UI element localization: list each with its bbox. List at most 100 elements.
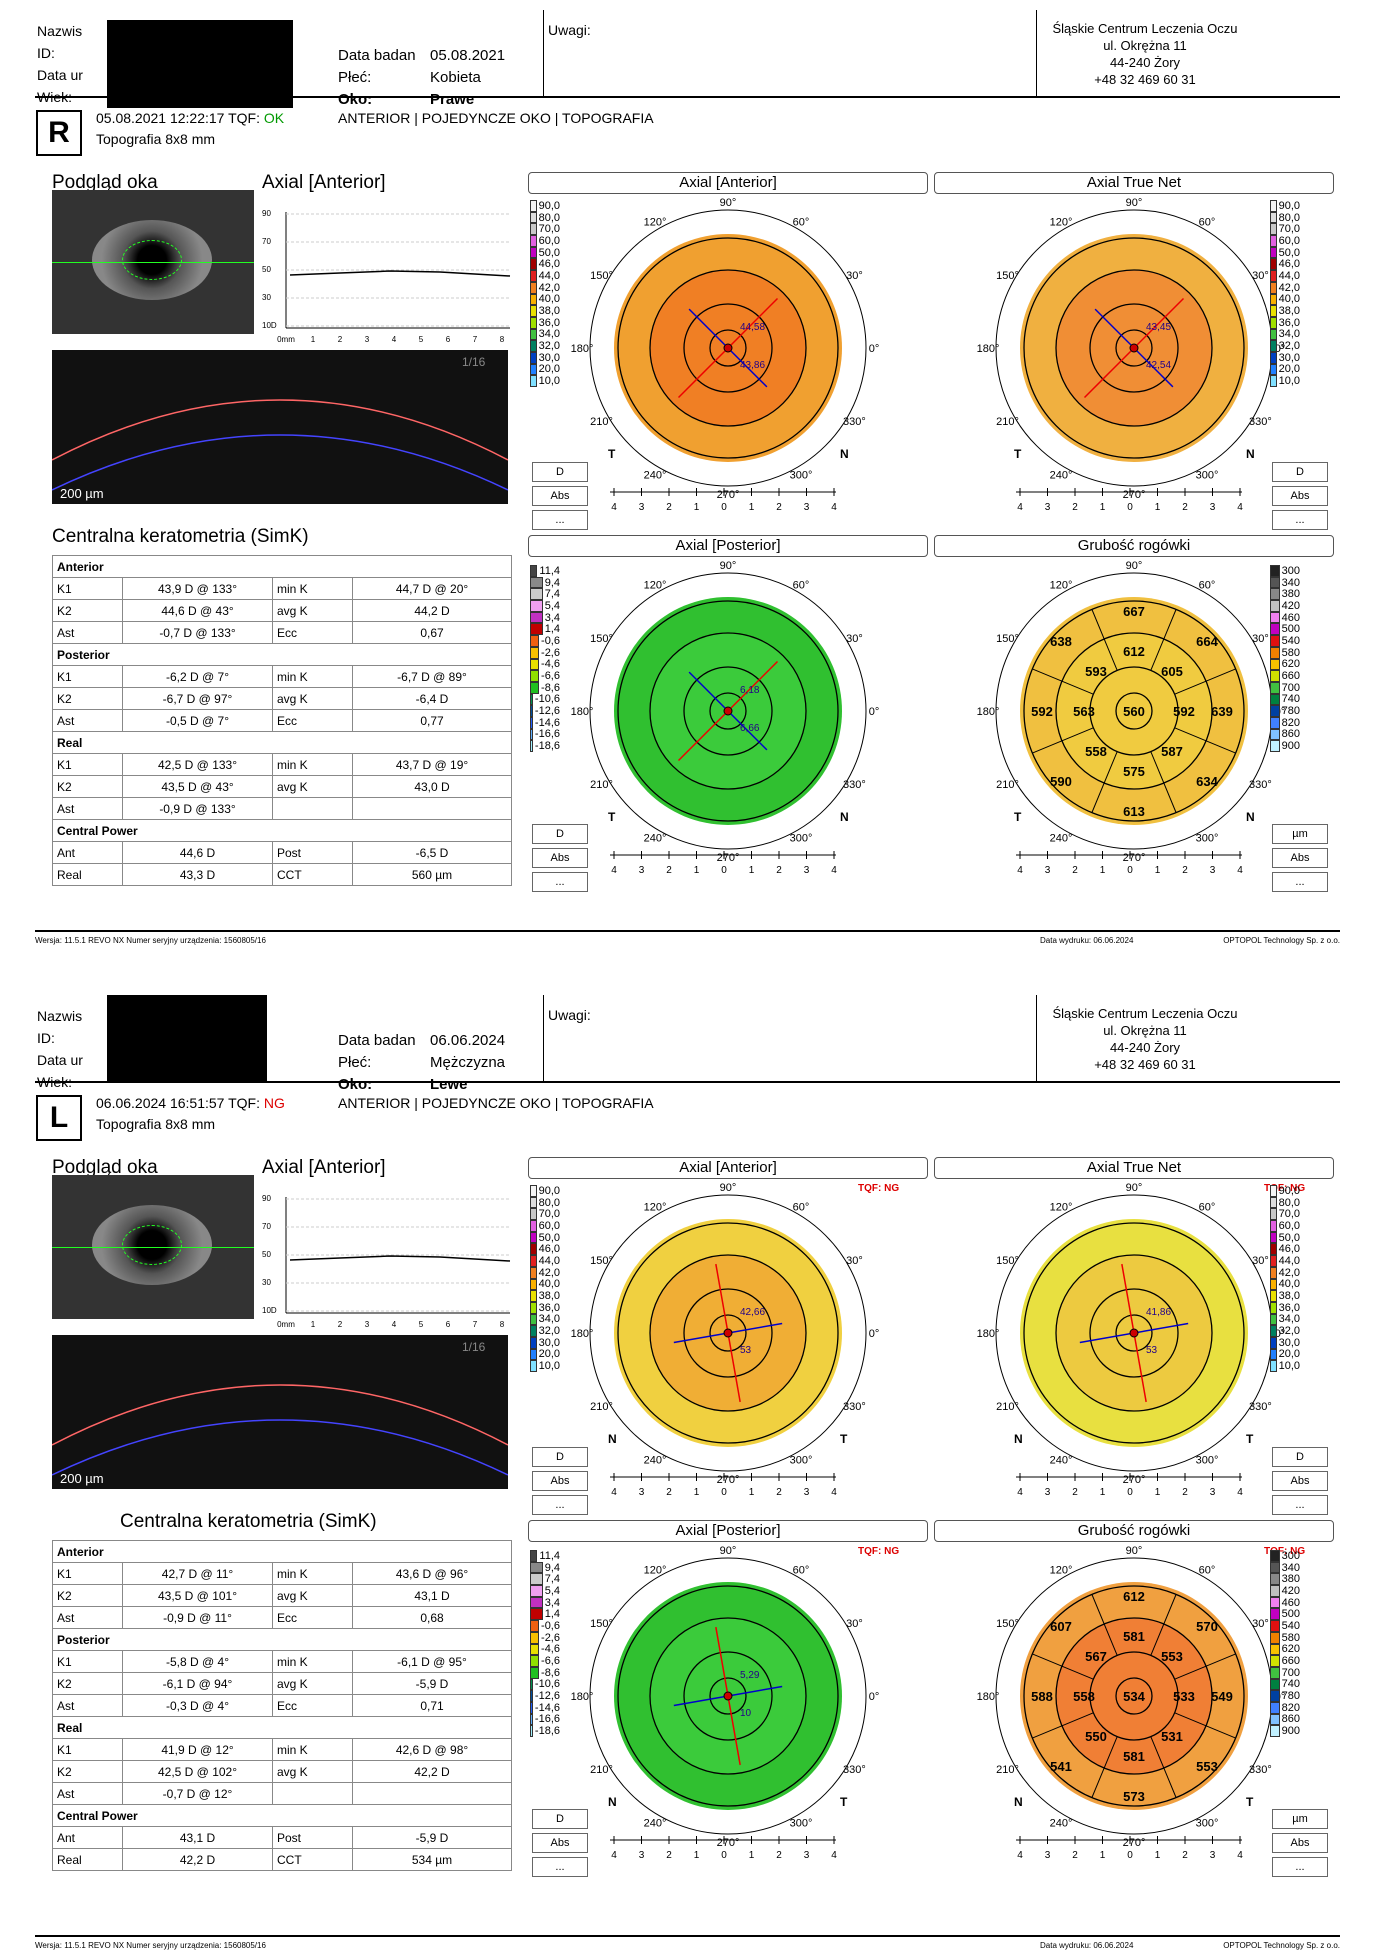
- map-option-button[interactable]: Abs: [532, 1471, 588, 1491]
- angle-label: 120°: [644, 1565, 667, 1577]
- map-option-button[interactable]: Abs: [1272, 1471, 1328, 1491]
- scale-label: 20,0: [538, 1348, 560, 1361]
- angle-label: 90°: [720, 1182, 737, 1194]
- map-option-button[interactable]: Abs: [1272, 486, 1328, 506]
- map-option-button[interactable]: ...: [532, 1495, 588, 1515]
- section-header: Central Power: [52, 819, 512, 842]
- map-option-button[interactable]: D: [1272, 462, 1328, 482]
- side-label: T: [840, 1432, 848, 1446]
- scale-label: 380: [1281, 1573, 1300, 1586]
- scale-label: 20,0: [1278, 363, 1300, 376]
- map-option-button[interactable]: Abs: [532, 1833, 588, 1853]
- scale-label: 340: [1281, 576, 1300, 589]
- scale-label: 38,0: [538, 305, 560, 318]
- scale-label: -18,6: [534, 1725, 560, 1738]
- map-option-button[interactable]: Abs: [532, 848, 588, 868]
- map-option-button[interactable]: ...: [532, 872, 588, 892]
- pachy-value: 560: [1123, 704, 1145, 719]
- scale-label: 38,0: [538, 1290, 560, 1303]
- pachy-value: 573: [1123, 1789, 1145, 1804]
- table-row: K1 43,9 D @ 133° min K 44,7 D @ 20°: [52, 577, 512, 600]
- scale-label: 300: [1281, 564, 1300, 577]
- tick-label: 1: [749, 502, 755, 513]
- tick-label: 0: [721, 1850, 727, 1861]
- map-value: 53: [740, 1345, 752, 1356]
- map-option-button[interactable]: Abs: [1272, 1833, 1328, 1853]
- axis-tick: 5: [419, 335, 424, 344]
- scan-info: 06.06.2024 16:51:57 TQF: NG Topografia 8x…: [96, 1095, 285, 1132]
- topography-map: 90° 60° 30° 0° 330° 300° 270° 240° 210° 180° 150° 1…: [977, 1545, 1286, 1861]
- scale-label: 50,0: [538, 246, 560, 259]
- tick-label: 2: [666, 865, 672, 876]
- angle-label: 120°: [1050, 580, 1073, 592]
- scale-label: 34,0: [538, 328, 560, 341]
- scale-label: 60,0: [538, 234, 560, 247]
- scale-label: 46,0: [1278, 1243, 1300, 1256]
- scale-label: -18,6: [534, 740, 560, 753]
- simk-table: Anterior K1 42,7 D @ 11° min K 43,6 D @ 96° K…: [52, 1540, 512, 1871]
- axis-tick: 3: [365, 1320, 370, 1329]
- map-option-button[interactable]: ...: [1272, 510, 1328, 530]
- angle-label: 0°: [1275, 1328, 1286, 1340]
- exam-date: 06.06.2024: [430, 1032, 506, 1049]
- report: Nazwis ID: Data ur Wiek: Data badan 06.06.20…: [0, 985, 1373, 1955]
- scale-label: 900: [1281, 740, 1300, 753]
- map-option-button[interactable]: ...: [532, 1857, 588, 1877]
- map-panel: Axial True Net TQF: NG 90° 60° 30° 0° 330° 300°…: [934, 1157, 1334, 1517]
- side-label: N: [1246, 447, 1255, 461]
- tick-label: 0: [1127, 502, 1133, 513]
- tick-label: 4: [1237, 865, 1243, 876]
- tqf-ng: TQF: NG: [1264, 1546, 1306, 1557]
- angle-label: 90°: [720, 1545, 737, 1557]
- map-option-button[interactable]: µm: [1272, 824, 1328, 844]
- scale-label: -6,6: [541, 1655, 560, 1668]
- eye-preview-image: [52, 1175, 254, 1319]
- scale-label: 30,0: [1278, 1336, 1300, 1349]
- map-option-button[interactable]: Abs: [532, 486, 588, 506]
- color-scale-axial: 90,0 80,0 70,0 60,0 50,0 46,0 44,0 42,0 40,0 38,0…: [1270, 1185, 1300, 1372]
- tick-label: 3: [639, 502, 645, 513]
- tqf-ng: TQF: NG: [1264, 1183, 1306, 1194]
- angle-label: 150°: [996, 270, 1019, 282]
- map-option-button[interactable]: D: [532, 1809, 588, 1829]
- map-option-button[interactable]: ...: [532, 510, 588, 530]
- scale-label: 60,0: [538, 1219, 560, 1232]
- map-option-button[interactable]: D: [532, 824, 588, 844]
- scale-label: 50,0: [538, 1231, 560, 1244]
- map-option-button[interactable]: D: [532, 1447, 588, 1467]
- pachy-value: 639: [1211, 704, 1233, 719]
- side-label: T: [608, 447, 616, 461]
- map-title: Axial [Posterior]: [528, 535, 928, 557]
- pachy-value: 613: [1123, 804, 1145, 819]
- topography-map: 90° 60° 30° 0° 330° 300° 270° 240° 210° 180° 150° 1…: [977, 197, 1286, 513]
- patient-labels: Nazwis ID: Data ur Wiek:: [37, 1008, 83, 1090]
- angle-label: 150°: [996, 1618, 1019, 1630]
- pachy-value: 607: [1050, 1619, 1072, 1634]
- angle-label: 330°: [1249, 416, 1272, 428]
- map-option-button[interactable]: ...: [1272, 872, 1328, 892]
- table-row: K2 -6,7 D @ 97° avg K -6,4 D: [52, 687, 512, 710]
- eye-preview-image: [52, 190, 254, 334]
- angle-label: 30°: [1252, 633, 1269, 645]
- map-title: Axial True Net: [934, 1157, 1334, 1179]
- tick-label: 1: [1100, 502, 1106, 513]
- pachy-value: 553: [1196, 1759, 1218, 1774]
- tick-label: 3: [1210, 502, 1216, 513]
- map-title: Grubość rogówki: [934, 1520, 1334, 1542]
- tick-label: 3: [1045, 865, 1051, 876]
- map-option-button[interactable]: D: [1272, 1447, 1328, 1467]
- pachy-value: 581: [1123, 1629, 1145, 1644]
- map-option-button[interactable]: D: [532, 462, 588, 482]
- scale-label: 30,0: [538, 351, 560, 364]
- map-option-button[interactable]: ...: [1272, 1857, 1328, 1877]
- eye-side: Lewe: [430, 1076, 468, 1093]
- angle-label: 300°: [790, 1817, 813, 1829]
- map-option-button[interactable]: ...: [1272, 1495, 1328, 1515]
- pachy-value: 575: [1123, 764, 1145, 779]
- tick-label: 3: [804, 1487, 810, 1498]
- tick-label: 1: [694, 502, 700, 513]
- map-option-button[interactable]: Abs: [1272, 848, 1328, 868]
- map-option-button[interactable]: µm: [1272, 1809, 1328, 1829]
- map-value: 41,86: [1146, 1307, 1171, 1318]
- scale-label: 38,0: [1278, 1290, 1300, 1303]
